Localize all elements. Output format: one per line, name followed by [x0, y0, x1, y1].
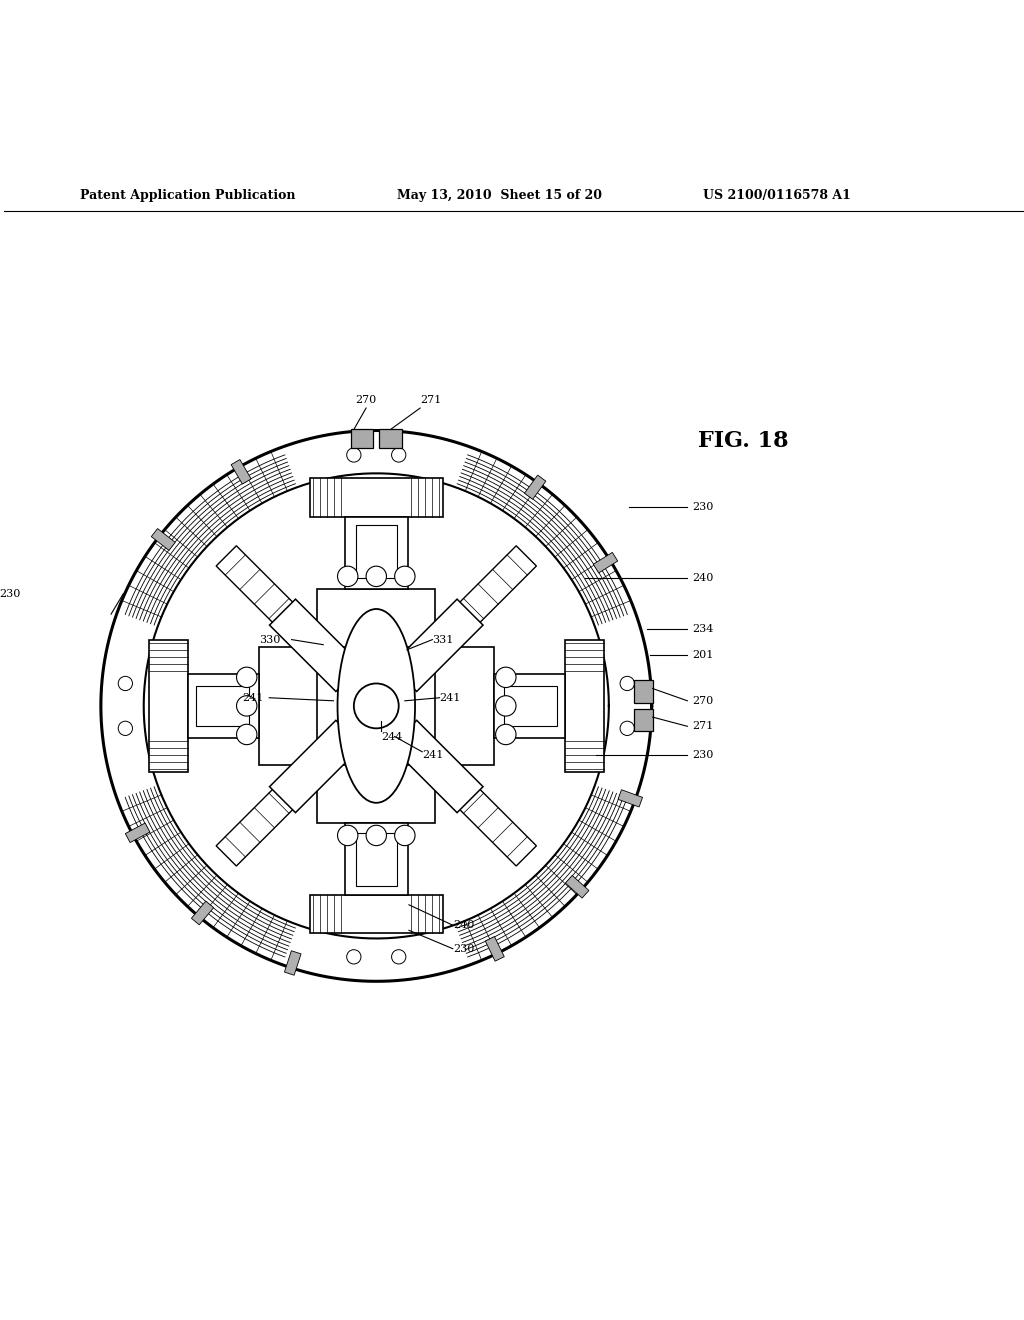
Polygon shape: [125, 824, 150, 842]
Polygon shape: [269, 721, 361, 813]
Polygon shape: [317, 647, 435, 766]
Circle shape: [391, 949, 406, 964]
Text: 270: 270: [355, 395, 377, 405]
Polygon shape: [187, 675, 259, 738]
Circle shape: [394, 566, 415, 586]
Polygon shape: [593, 552, 617, 573]
Bar: [634, 709, 652, 731]
Polygon shape: [191, 902, 214, 925]
Polygon shape: [152, 528, 175, 550]
Text: 241: 241: [422, 750, 443, 760]
Circle shape: [338, 825, 358, 846]
Circle shape: [496, 696, 516, 717]
Polygon shape: [345, 824, 408, 895]
Circle shape: [621, 721, 634, 735]
Polygon shape: [494, 675, 565, 738]
Text: Patent Application Publication: Patent Application Publication: [81, 189, 296, 202]
Text: 331: 331: [432, 635, 454, 644]
Text: FIG. 18: FIG. 18: [697, 430, 788, 451]
Circle shape: [621, 676, 634, 690]
Polygon shape: [618, 789, 643, 807]
Circle shape: [354, 684, 398, 729]
Text: 240: 240: [453, 920, 474, 931]
Text: 201: 201: [692, 649, 714, 660]
Polygon shape: [391, 599, 483, 692]
Text: 230: 230: [692, 750, 714, 760]
Circle shape: [118, 721, 132, 735]
Circle shape: [366, 825, 386, 846]
Bar: [634, 680, 652, 702]
Text: 271: 271: [692, 721, 714, 731]
Polygon shape: [216, 755, 328, 866]
Circle shape: [347, 949, 361, 964]
Polygon shape: [259, 647, 343, 766]
Circle shape: [338, 566, 358, 586]
Circle shape: [391, 447, 406, 462]
Text: 271: 271: [420, 395, 441, 405]
Text: 241: 241: [243, 693, 264, 702]
Ellipse shape: [338, 609, 415, 803]
Polygon shape: [310, 895, 442, 933]
Text: 241: 241: [439, 693, 461, 702]
Text: 270: 270: [692, 696, 714, 706]
Circle shape: [237, 667, 257, 688]
Polygon shape: [391, 721, 483, 813]
Text: 330: 330: [259, 635, 281, 644]
Text: 230: 230: [692, 502, 714, 512]
Polygon shape: [285, 950, 301, 975]
Text: 230: 230: [453, 944, 474, 953]
Circle shape: [496, 725, 516, 744]
Polygon shape: [317, 589, 435, 672]
Circle shape: [496, 667, 516, 688]
Polygon shape: [231, 459, 251, 484]
Polygon shape: [310, 478, 442, 517]
Text: May 13, 2010  Sheet 15 of 20: May 13, 2010 Sheet 15 of 20: [396, 189, 602, 202]
Circle shape: [237, 696, 257, 717]
Polygon shape: [216, 545, 328, 657]
Circle shape: [118, 676, 132, 690]
Polygon shape: [565, 875, 589, 898]
Polygon shape: [410, 647, 494, 766]
Circle shape: [394, 825, 415, 846]
Polygon shape: [504, 685, 557, 726]
Polygon shape: [425, 545, 537, 657]
Polygon shape: [565, 640, 604, 772]
Bar: [379, 429, 401, 447]
Text: 234: 234: [692, 624, 714, 635]
Text: US 2100/0116578 A1: US 2100/0116578 A1: [702, 189, 851, 202]
Polygon shape: [345, 517, 408, 589]
Text: 230: 230: [0, 589, 20, 599]
Polygon shape: [148, 640, 187, 772]
Polygon shape: [196, 685, 249, 726]
Circle shape: [237, 725, 257, 744]
Polygon shape: [317, 739, 435, 824]
Polygon shape: [269, 599, 361, 692]
Polygon shape: [524, 475, 546, 499]
Polygon shape: [356, 833, 396, 887]
Circle shape: [347, 447, 361, 462]
Polygon shape: [485, 936, 504, 961]
Polygon shape: [356, 525, 396, 578]
Text: 240: 240: [692, 573, 714, 583]
Circle shape: [366, 566, 386, 586]
Polygon shape: [425, 755, 537, 866]
Text: 244: 244: [381, 731, 402, 742]
Bar: [351, 429, 373, 447]
